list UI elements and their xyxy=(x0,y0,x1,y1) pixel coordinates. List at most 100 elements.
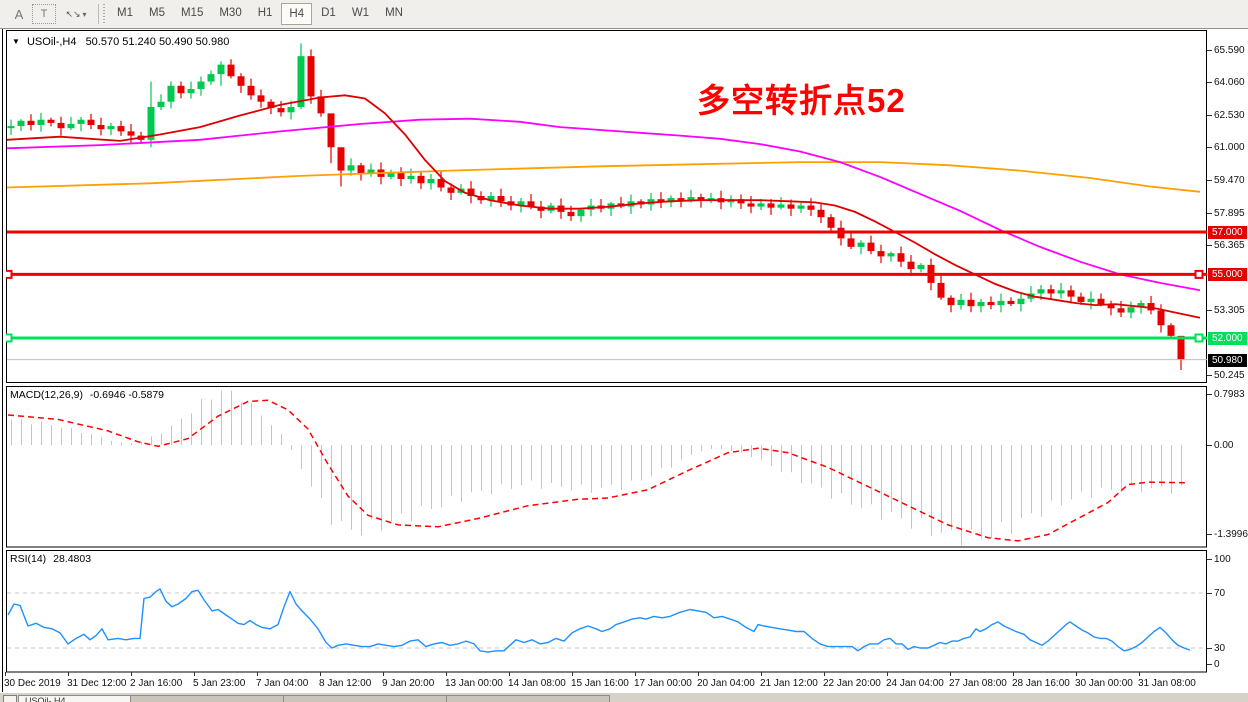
time-axis-tick xyxy=(131,672,132,676)
price-tick-label: 65.590 xyxy=(1214,45,1245,56)
timeframe-button-m5[interactable]: M5 xyxy=(148,7,165,19)
hline-handle[interactable] xyxy=(1194,269,1204,279)
price-badge: 57.000 xyxy=(1208,225,1247,239)
time-axis-tick xyxy=(950,672,951,676)
timeframe-button-h1[interactable]: H1 xyxy=(257,7,273,19)
window-icon[interactable] xyxy=(3,695,17,702)
macd-indicator-plot[interactable] xyxy=(6,386,1208,548)
time-axis-label: 15 Jan 16:00 xyxy=(571,678,629,689)
chart-tab[interactable] xyxy=(446,695,610,702)
time-axis-tick xyxy=(257,672,258,676)
time-axis-tick xyxy=(761,672,762,676)
chart-annotation-text[interactable]: 多空转折点52 xyxy=(697,82,906,119)
timeframe-button-m30[interactable]: M30 xyxy=(219,7,242,19)
hline-handle[interactable] xyxy=(6,333,13,343)
price-tick-label: 61.000 xyxy=(1214,142,1245,153)
chevron-down-icon: ▾ xyxy=(82,9,87,19)
time-axis-label: 31 Dec 12:00 xyxy=(67,678,127,689)
time-axis-tick xyxy=(824,672,825,676)
price-tick-label: 62.530 xyxy=(1214,110,1245,121)
cursor-tool-button[interactable]: ↖↘ ▾ xyxy=(63,3,89,25)
time-axis-label: 27 Jan 08:00 xyxy=(949,678,1007,689)
macd-label: MACD(12,26,9) -0.6946 -0.5879 xyxy=(10,389,164,401)
axis-tick xyxy=(1207,180,1212,181)
price-tick-label: 56.365 xyxy=(1214,240,1245,251)
time-axis-tick xyxy=(194,672,195,676)
chart-symbol-timeframe: USOil-,H4 xyxy=(26,36,77,48)
axis-tick xyxy=(1207,50,1212,51)
text-box-tool-button[interactable]: T xyxy=(32,4,56,24)
time-axis-label: 21 Jan 12:00 xyxy=(760,678,818,689)
price-tick-label: 64.060 xyxy=(1214,77,1245,88)
axis-tick xyxy=(1207,559,1212,560)
window-border xyxy=(2,29,3,692)
time-axis-label: 8 Jan 12:00 xyxy=(319,678,372,689)
rsi-value: 28.4803 xyxy=(53,553,92,565)
time-axis-tick xyxy=(68,672,69,676)
axis-tick xyxy=(1207,664,1212,665)
rsi-tick-label: 70 xyxy=(1214,588,1226,599)
time-axis-label: 28 Jan 16:00 xyxy=(1012,678,1070,689)
time-axis-tick xyxy=(1013,672,1014,676)
chart-ohlc-values: 50.570 51.240 50.490 50.980 xyxy=(85,36,230,48)
time-axis-tick xyxy=(1076,672,1077,676)
timeframe-button-d1[interactable]: D1 xyxy=(321,7,336,19)
rsi-title: RSI(14) xyxy=(10,553,47,565)
macd-tick-label: 0.00 xyxy=(1214,440,1234,451)
time-axis-label: 9 Jan 20:00 xyxy=(382,678,435,689)
axis-tick xyxy=(1207,394,1212,395)
rsi-tick-label: 0 xyxy=(1214,659,1220,670)
hline-handle[interactable] xyxy=(1194,333,1204,343)
rsi-tick-label: 100 xyxy=(1214,554,1231,565)
time-axis-label: 14 Jan 08:00 xyxy=(508,678,566,689)
time-axis-label: 5 Jan 23:00 xyxy=(193,678,246,689)
axis-tick xyxy=(1207,213,1212,214)
timeframe-button-h4[interactable]: H4 xyxy=(281,3,313,25)
time-axis-label: 13 Jan 00:00 xyxy=(445,678,503,689)
time-axis-tick xyxy=(572,672,573,676)
time-axis-tick xyxy=(446,672,447,676)
time-axis-label: 30 Jan 00:00 xyxy=(1075,678,1133,689)
timeframe-button-m15[interactable]: M15 xyxy=(180,7,204,19)
top-toolbar: A T ↖↘ ▾ M1 M5 M15 M30 H1 H4 D1 W1 MN xyxy=(0,0,1248,29)
timeframe-button-m1[interactable]: M1 xyxy=(117,7,133,19)
timeframe-button-w1[interactable]: W1 xyxy=(351,7,370,19)
macd-tick-label: 0.7983 xyxy=(1214,389,1245,400)
axis-tick xyxy=(1207,115,1212,116)
time-axis-tick xyxy=(383,672,384,676)
axis-tick xyxy=(1207,648,1212,649)
time-axis-tick xyxy=(887,672,888,676)
axis-tick xyxy=(1207,534,1212,535)
price-tick-label: 50.245 xyxy=(1214,370,1245,381)
chart-title: ▼ USOil-,H4 50.570 51.240 50.490 50.980 xyxy=(12,36,229,48)
axis-tick xyxy=(1207,310,1212,311)
time-axis-tick xyxy=(320,672,321,676)
price-tick-label: 59.470 xyxy=(1214,175,1245,186)
time-axis-label: 2 Jan 16:00 xyxy=(130,678,183,689)
toolbar-grip xyxy=(103,4,105,24)
axis-tick xyxy=(1207,593,1212,594)
rsi-indicator-plot[interactable] xyxy=(6,550,1208,673)
time-axis-tick xyxy=(509,672,510,676)
time-axis-label: 30 Dec 2019 xyxy=(4,678,61,689)
time-axis-label: 17 Jan 00:00 xyxy=(634,678,692,689)
price-badge: 55.000 xyxy=(1208,267,1247,281)
text-label-tool-button[interactable]: A xyxy=(14,6,24,22)
price-badge: 52.000 xyxy=(1208,331,1247,345)
collapse-triangle-icon[interactable]: ▼ xyxy=(12,37,20,46)
axis-tick xyxy=(1207,245,1212,246)
toolbar-separator xyxy=(98,4,99,24)
hline-handle[interactable] xyxy=(6,269,13,279)
macd-title: MACD(12,26,9) xyxy=(10,389,83,401)
price-badge: 50.980 xyxy=(1208,353,1247,367)
price-tick-label: 57.895 xyxy=(1214,208,1245,219)
time-axis-label: 31 Jan 08:00 xyxy=(1138,678,1196,689)
price-chart-plot[interactable] xyxy=(6,30,1208,384)
timeframe-button-group: M1 M5 M15 M30 H1 H4 D1 W1 MN xyxy=(109,3,411,25)
time-axis-label: 7 Jan 04:00 xyxy=(256,678,309,689)
price-tick-label: 53.305 xyxy=(1214,305,1245,316)
rsi-label: RSI(14) 28.4803 xyxy=(10,553,91,565)
timeframe-button-mn[interactable]: MN xyxy=(385,7,403,19)
macd-values: -0.6946 -0.5879 xyxy=(89,389,165,401)
